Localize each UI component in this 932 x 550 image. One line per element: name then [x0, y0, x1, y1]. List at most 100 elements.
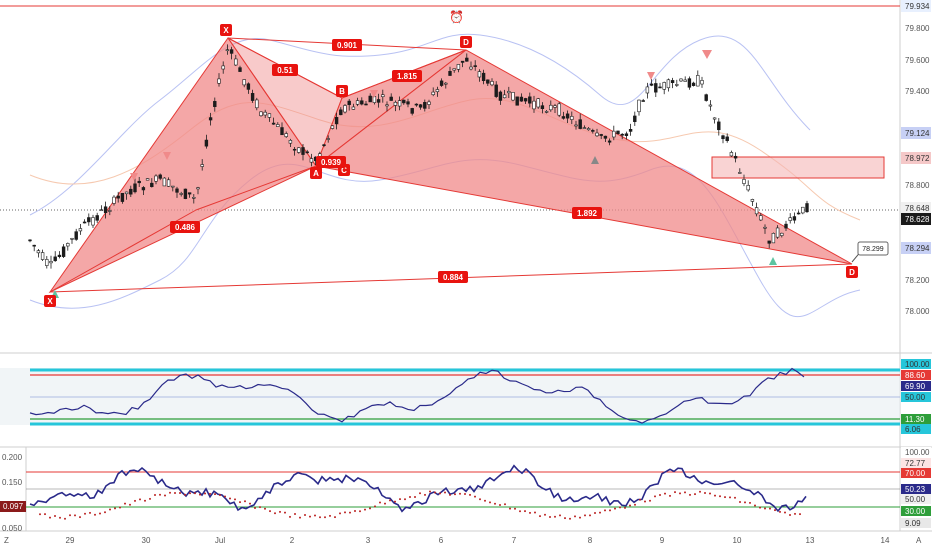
- osc-badge-label: 9.09: [905, 519, 921, 528]
- candle-body: [204, 139, 209, 147]
- signal-dot: [674, 491, 676, 494]
- candle-body: [368, 95, 372, 103]
- signal-dot: [774, 509, 776, 512]
- candle-body: [742, 179, 746, 184]
- signal-dot: [244, 500, 246, 503]
- target-zone[interactable]: [711, 156, 885, 179]
- candle-body: [133, 183, 137, 193]
- ratio-label[interactable]: 0.901: [332, 39, 362, 51]
- time-tick: 14: [881, 536, 890, 545]
- candle-body: [473, 65, 477, 67]
- signal-dot: [409, 495, 411, 498]
- candle-body: [389, 96, 393, 101]
- rsi-badge-label: 88.60: [905, 371, 926, 380]
- signal-dot: [379, 501, 381, 504]
- candle-body: [633, 115, 637, 122]
- signal-dot: [319, 516, 321, 519]
- price-badge: [901, 213, 931, 225]
- point-a[interactable]: A: [310, 167, 322, 179]
- candle-body: [305, 151, 309, 154]
- osc-badge: [901, 447, 931, 457]
- svg-text:1.815: 1.815: [397, 72, 418, 81]
- alarm-icon[interactable]: ⏰: [449, 9, 464, 24]
- ratio-label[interactable]: 0.486: [170, 221, 200, 233]
- signal-dot: [159, 493, 161, 496]
- point-x-top[interactable]: X: [220, 24, 232, 36]
- candle-body: [372, 96, 377, 103]
- candle-body: [645, 86, 650, 94]
- auto-scale-toggle[interactable]: A: [916, 536, 922, 545]
- candle-body: [557, 103, 561, 116]
- signal-dot: [699, 490, 701, 493]
- ratio-label[interactable]: 1.892: [572, 207, 602, 219]
- signal-dot: [209, 492, 211, 495]
- signal-dot: [694, 493, 696, 496]
- candle-body: [120, 192, 125, 202]
- candle-body: [586, 128, 591, 131]
- ratio-label[interactable]: 1.815: [392, 70, 422, 82]
- signal-dot: [169, 491, 171, 494]
- rsi-panel[interactable]: 100.00 88.60 69.90 50.00 11.306.06: [0, 359, 931, 434]
- signal-dot: [519, 510, 521, 513]
- candle-body: [616, 130, 620, 135]
- signal-dot: [654, 495, 656, 498]
- price-tick: 79.400: [905, 87, 930, 96]
- candle-body: [208, 117, 213, 121]
- signal-dot: [89, 511, 91, 514]
- signal-dot: [309, 515, 311, 518]
- price-axis[interactable]: 79.80079.60079.40079.00078.80078.40078.2…: [901, 0, 931, 316]
- time-axis[interactable]: 29 30 Jul 2 3 6 7 8 9 10 13 14: [66, 536, 890, 545]
- candle-body: [486, 79, 490, 84]
- signal-dot: [64, 517, 66, 520]
- target-price-callout[interactable]: 78.299: [851, 241, 889, 263]
- signal-dot: [639, 498, 641, 501]
- point-d-top[interactable]: D: [460, 36, 472, 48]
- candle-body: [326, 138, 330, 140]
- osc-badge: [901, 458, 931, 468]
- candle-body: [649, 83, 654, 86]
- osc-badge-label: 100.00: [905, 448, 930, 457]
- candle-body: [536, 98, 540, 108]
- signal-dot: [544, 513, 546, 516]
- signal-dot: [139, 498, 141, 501]
- svg-text:C: C: [341, 166, 347, 175]
- rsi-badge: [901, 370, 931, 380]
- signal-dot: [614, 507, 616, 510]
- candle-body: [578, 119, 582, 129]
- price-badge-label: 78.972: [905, 154, 930, 163]
- signal-dot: [504, 503, 506, 506]
- candle-body: [267, 113, 272, 118]
- signal-dot: [214, 493, 216, 496]
- oscillator-panel[interactable]: 0.2000.1500.1000.0500.097100.0072.7770.0…: [0, 447, 931, 533]
- candle-body: [95, 215, 99, 221]
- candle-body: [271, 122, 276, 125]
- candle-body: [397, 100, 402, 107]
- candle-body: [339, 109, 343, 116]
- ratio-label[interactable]: 0.939: [316, 156, 346, 168]
- signal-dot: [704, 492, 706, 495]
- svg-text:78.299: 78.299: [862, 246, 884, 253]
- candle-body: [456, 64, 461, 70]
- point-b[interactable]: B: [336, 85, 348, 97]
- candle-body: [553, 105, 557, 108]
- point-x-bottom[interactable]: X: [44, 295, 56, 307]
- harmonic-pattern[interactable]: [48, 37, 853, 294]
- signal-dot: [324, 516, 326, 519]
- svg-text:D: D: [849, 268, 855, 277]
- signal-dot: [124, 502, 126, 505]
- ratio-label[interactable]: 0.884: [438, 271, 468, 283]
- candle-body: [334, 117, 339, 125]
- signal-dot: [414, 496, 416, 499]
- candle-body: [721, 135, 725, 140]
- point-d-bottom[interactable]: D: [846, 266, 858, 278]
- signal-dot: [474, 495, 476, 498]
- rsi-badge-label: 100.00: [905, 360, 930, 369]
- osc-badge: [901, 518, 931, 528]
- signal-dot: [354, 509, 356, 512]
- candle-body: [696, 75, 700, 87]
- time-tick: Jul: [215, 536, 225, 545]
- candle-body: [519, 96, 524, 102]
- osc-badge-label: 70.00: [905, 469, 926, 478]
- ratio-label[interactable]: 0.51: [272, 64, 298, 76]
